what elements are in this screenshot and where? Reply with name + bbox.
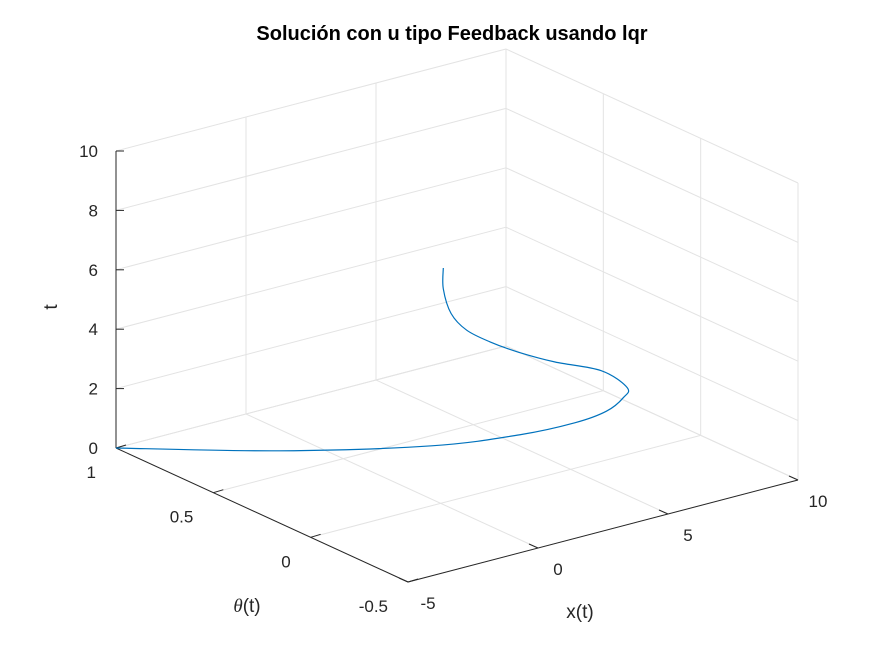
z-tick-label: 0: [89, 439, 98, 458]
y-axis-label: θ(t): [233, 596, 260, 617]
grid-line-back-z: [115, 286, 507, 390]
z-axis-label: t: [41, 304, 62, 310]
x-tick-label: 0: [553, 560, 562, 579]
grid-line-back-z: [115, 226, 507, 330]
grid-line-floor-x: [245, 413, 539, 549]
x-axis-line: [407, 479, 799, 583]
grid-line-side-z: [505, 345, 799, 481]
axes: [115, 150, 799, 583]
y-axis-label-symbol: θ: [233, 596, 242, 617]
grid-line-side-z: [505, 48, 799, 184]
grid-line-side-z: [505, 226, 799, 362]
y-tick-mark: [407, 578, 419, 583]
grid-line-floor-x: [375, 379, 669, 515]
x-tick-mark: [528, 543, 539, 549]
grid-line-side-z: [505, 167, 799, 303]
y-tick-label: -0.5: [359, 597, 388, 616]
chart-title: Solución con u tipo Feedback usando lqr: [256, 23, 647, 45]
x-tick-label: 5: [683, 526, 692, 545]
trajectory-line: [115, 267, 630, 452]
z-tick-label: 8: [89, 201, 98, 220]
z-tick-label: 2: [89, 380, 98, 399]
y-axis-label-suffix: (t): [243, 596, 261, 617]
x-axis-label: x(t): [566, 602, 593, 623]
grid-line-side-z: [505, 286, 799, 422]
grid-line-floor-y: [310, 434, 701, 538]
grid-lines: [115, 48, 799, 583]
y-tick-label: 1: [87, 463, 96, 482]
z-tick-label: 4: [89, 320, 98, 339]
data-layer: [115, 267, 630, 452]
grid-line-back-z: [115, 345, 507, 449]
x-tick-mark: [788, 475, 799, 481]
y-axis-line: [115, 447, 409, 583]
grid-line-back-z: [115, 107, 507, 211]
grid-line-back-z: [115, 167, 507, 271]
y-tick-label: 0.5: [170, 508, 194, 527]
x-tick-label: 10: [809, 492, 828, 511]
y-tick-label: 0: [281, 552, 290, 571]
z-tick-label: 6: [89, 261, 98, 280]
x-tick-mark: [658, 509, 669, 515]
y-tick-mark: [310, 533, 321, 538]
grid-line-back-z: [115, 48, 507, 152]
grid-line-side-z: [505, 107, 799, 243]
x-tick-label: -5: [420, 594, 435, 613]
z-tick-label: 10: [79, 142, 98, 161]
y-tick-mark: [213, 489, 224, 494]
grid-line-floor-y: [213, 390, 604, 494]
x-tick-mark: [398, 577, 409, 583]
